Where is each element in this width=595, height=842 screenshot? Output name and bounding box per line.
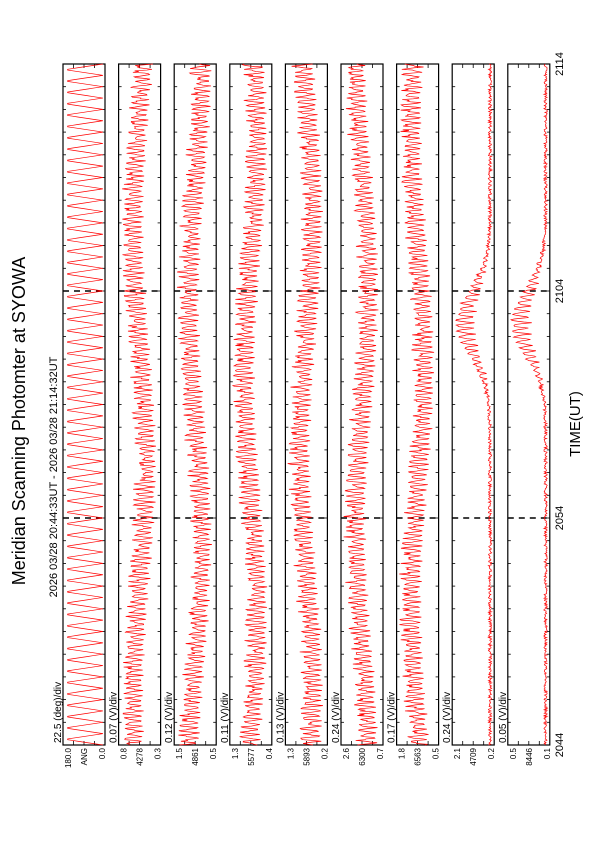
panel-scale: 0.24 (V)/div xyxy=(442,692,453,743)
series-line-4861 xyxy=(176,63,212,746)
panel-scale: 0.13 (V)/div xyxy=(275,692,286,743)
time-range: 2026 03/28 20:44:33UT - 2026 03/28 21:14… xyxy=(48,356,60,597)
panel-scale: 0.07 (V)/div xyxy=(109,692,120,743)
series-line-4709 xyxy=(455,63,493,746)
series-line-8446 xyxy=(510,63,549,746)
x-tick-label: 2104 xyxy=(554,279,566,303)
panel-scale: 22.5 (deg)/div xyxy=(53,682,64,743)
panel-scale: 0.05 (V)/div xyxy=(498,692,509,743)
panel-frame xyxy=(62,63,106,746)
series-line-4278 xyxy=(122,63,157,746)
panel-name: 4861 xyxy=(191,747,200,765)
y-min-label: 0.2 xyxy=(487,747,496,759)
panel-name: 4278 xyxy=(136,747,145,765)
x-axis-label: TIME(UT) xyxy=(567,391,584,457)
y-max-label: 1.3 xyxy=(286,747,295,759)
y-min-label: 0.0 xyxy=(98,747,107,759)
series-line-5577 xyxy=(232,63,268,746)
series-line-6563 xyxy=(399,63,435,746)
series-line-5893 xyxy=(287,63,324,746)
y-min-label: 0.5 xyxy=(432,747,441,759)
y-max-label: 2.6 xyxy=(342,747,351,759)
y-min-label: 0.5 xyxy=(209,747,218,759)
panel-name: ANG xyxy=(80,748,89,765)
panel-name: 6563 xyxy=(414,747,423,765)
panel-scale: 0.11 (V)/div xyxy=(220,693,231,743)
chart-title: Meridian Scanning Photomter at SYOWA xyxy=(9,257,29,585)
y-max-label: 1.8 xyxy=(398,747,407,759)
x-tick-label: 2114 xyxy=(554,52,566,76)
y-min-label: 0.4 xyxy=(265,747,274,759)
panel-name: 5893 xyxy=(302,747,311,765)
y-min-label: 0.3 xyxy=(154,747,163,759)
panel-name: 6300 xyxy=(358,747,367,765)
series-line-ang xyxy=(67,63,103,746)
y-min-label: 0.1 xyxy=(543,747,552,759)
panel-scale: 0.24 (V)/div xyxy=(331,692,342,743)
y-min-label: 0.7 xyxy=(376,747,385,759)
y-max-label: 1.3 xyxy=(231,747,240,759)
x-tick-label: 2044 xyxy=(554,733,566,757)
series-line-6300 xyxy=(343,63,379,746)
x-tick-labels: 2044 2054 2104 2114 xyxy=(554,52,566,757)
y-max-label: 0.8 xyxy=(120,747,129,759)
y-max-label: 0.5 xyxy=(509,747,518,759)
panel-name: 8446 xyxy=(525,747,534,765)
y-max-label: 2.1 xyxy=(453,747,462,759)
y-min-label: 0.2 xyxy=(320,747,329,759)
y-max-label: 180.0 xyxy=(64,747,73,768)
panel-frame xyxy=(117,63,162,746)
panel-scale: 0.17 (V)/div xyxy=(387,692,398,743)
y-max-label: 1.5 xyxy=(175,747,184,759)
panel-scale: 0.12 (V)/div xyxy=(164,692,175,743)
panel-name: 5577 xyxy=(247,747,256,765)
x-tick-label: 2054 xyxy=(554,506,566,530)
panel-name: 4709 xyxy=(469,747,478,765)
